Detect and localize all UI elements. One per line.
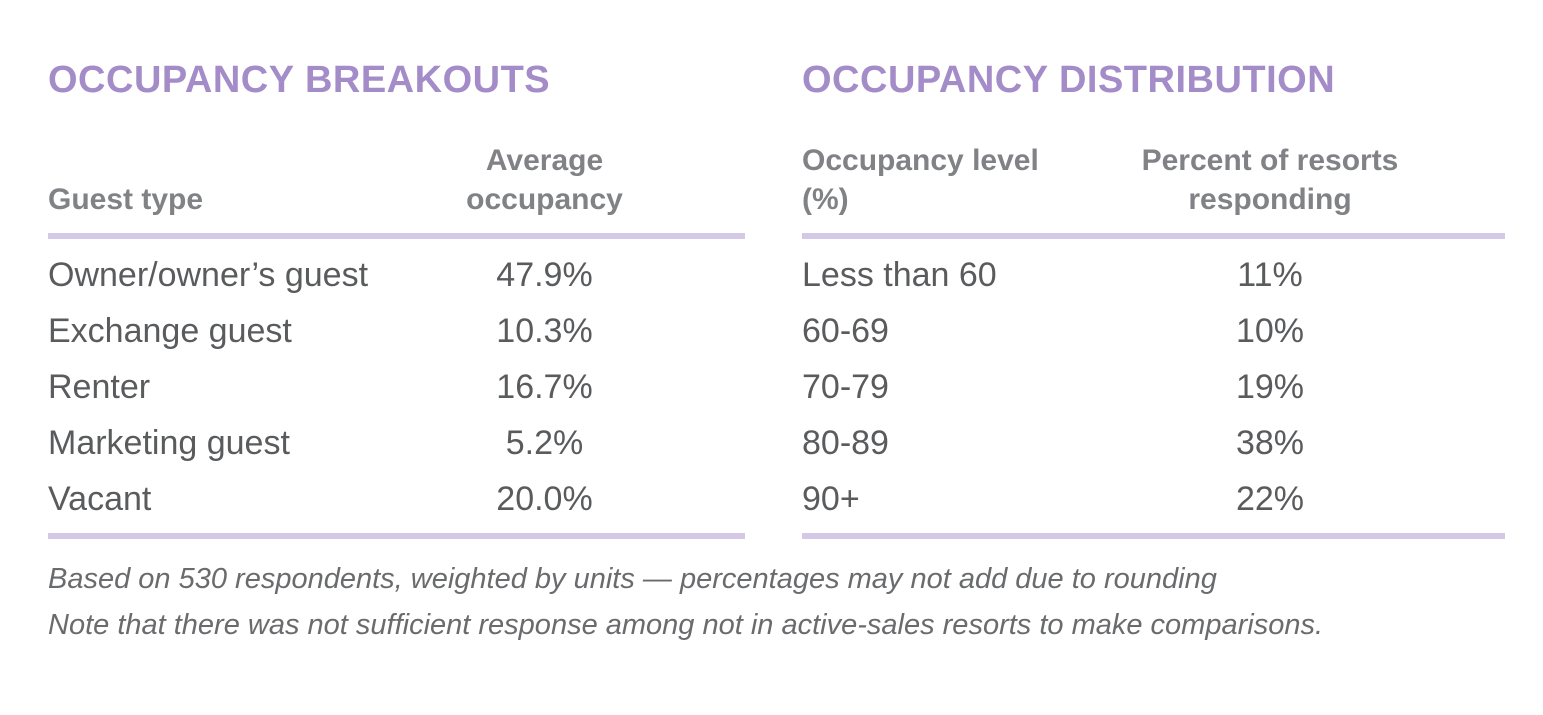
table-row: 80-89 38% (802, 415, 1505, 471)
table-row: 60-69 10% (802, 303, 1505, 359)
table-row: Vacant 20.0% (48, 471, 745, 527)
occupancy-breakouts-table: OCCUPANCY BREAKOUTS Guest type Average o… (48, 57, 745, 539)
distribution-header-row: Occupancy level (%) Percent of resorts r… (802, 141, 1505, 219)
table-row: Renter 16.7% (48, 359, 745, 415)
row-value: 11% (1237, 256, 1303, 294)
occupancy-distribution-title: OCCUPANCY DISTRIBUTION (802, 59, 1336, 101)
distribution-rows: Less than 60 11% 60-69 10% 70-79 19% 80-… (802, 247, 1505, 527)
row-value: 16.7% (496, 368, 593, 406)
table-row: 70-79 19% (802, 359, 1505, 415)
row-label: Exchange guest (48, 312, 292, 350)
column-header-occupancy-level: Occupancy level (%) (802, 144, 1039, 216)
header-rule (802, 233, 1505, 239)
footer-rule (802, 533, 1505, 539)
breakouts-rows: Owner/owner’s guest 47.9% Exchange guest… (48, 247, 745, 527)
row-label: Owner/owner’s guest (48, 256, 369, 294)
row-label: Vacant (48, 480, 152, 518)
row-value: 38% (1235, 424, 1305, 462)
row-label: 70-79 (802, 368, 889, 406)
table-row: Owner/owner’s guest 47.9% (48, 247, 745, 303)
row-label: 80-89 (802, 424, 889, 462)
row-value: 10.3% (496, 312, 593, 350)
row-label: Less than 60 (802, 256, 997, 294)
row-label: 90+ (802, 480, 860, 518)
table-row: Marketing guest 5.2% (48, 415, 745, 471)
occupancy-breakouts-title: OCCUPANCY BREAKOUTS (48, 59, 551, 101)
table-row: Less than 60 11% (802, 247, 1505, 303)
row-value: 5.2% (505, 424, 584, 462)
occupancy-distribution-table: OCCUPANCY DISTRIBUTION Occupancy level (… (802, 57, 1505, 539)
column-header-percent-responding: Percent of resorts responding (1141, 144, 1399, 216)
row-value: 22% (1235, 480, 1305, 518)
breakouts-header-row: Guest type Average occupancy (48, 141, 745, 219)
footnote-respondents: Based on 530 respondents, weighted by un… (48, 563, 1217, 595)
column-header-average-occupancy: Average occupancy (466, 144, 623, 216)
footer-rule (48, 533, 745, 539)
column-header-guest-type: Guest type (48, 183, 204, 216)
footnote-response: Note that there was not sufficient respo… (48, 609, 1324, 641)
table-row: 90+ 22% (802, 471, 1505, 527)
row-value: 19% (1235, 368, 1305, 406)
footnotes: Based on 530 respondents, weighted by un… (48, 556, 1518, 648)
row-label: Marketing guest (48, 424, 290, 462)
row-label: Renter (48, 368, 151, 406)
table-row: Exchange guest 10.3% (48, 303, 745, 359)
row-value: 47.9% (496, 256, 593, 294)
header-rule (48, 233, 745, 239)
row-value: 20.0% (496, 480, 593, 518)
row-label: 60-69 (802, 312, 889, 350)
row-value: 10% (1235, 312, 1305, 350)
